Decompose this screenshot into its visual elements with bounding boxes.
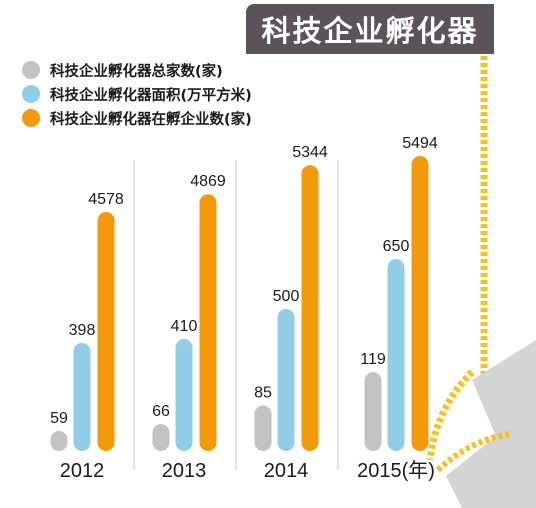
legend-item-area: 科技企业孵化器面积(万平方米): [22, 84, 252, 104]
category-label-0: 2012: [60, 460, 105, 482]
category-labels: 2012 2013 2014 2015(年): [60, 459, 435, 482]
legend-swatch-total: [22, 61, 40, 79]
value-label-total-1: 66: [152, 403, 170, 420]
accent-dotted-arc: [426, 369, 475, 461]
value-labels: 59 398 4578 66 410 4869 85 500 5344 119 650 5494: [50, 135, 438, 427]
bar-total-0: [50, 431, 68, 451]
bar-incubating-2: [301, 165, 319, 452]
value-label-incubating-2: 5344: [292, 144, 328, 161]
legend-item-total: 科技企业孵化器总家数(家): [22, 60, 252, 80]
bars: [50, 156, 429, 452]
value-label-incubating-1: 4869: [190, 173, 226, 190]
value-label-total-3: 119: [360, 351, 386, 368]
category-label-1: 2013: [162, 460, 207, 482]
value-label-total-2: 85: [254, 384, 272, 401]
decoration: [133, 56, 536, 508]
bar-total-2: [254, 405, 272, 451]
value-label-area-3: 650: [383, 238, 410, 255]
value-label-total-0: 59: [50, 410, 68, 427]
value-label-area-2: 500: [273, 288, 300, 305]
bar-total-1: [152, 424, 170, 451]
legend-item-incubating: 科技企业孵化器在孵企业数(家): [22, 108, 252, 128]
bar-area-1: [175, 339, 193, 451]
category-label-3: 2015(年): [357, 459, 435, 482]
value-label-area-1: 410: [171, 318, 198, 335]
value-label-incubating-0: 4578: [88, 191, 124, 208]
bar-total-3: [364, 372, 382, 451]
category-label-2: 2014: [264, 460, 309, 482]
bar-area-2: [277, 309, 295, 451]
legend-label-area: 科技企业孵化器面积(万平方米): [50, 87, 252, 104]
legend-label-incubating: 科技企业孵化器在孵企业数(家): [50, 111, 252, 128]
bar-area-0: [73, 343, 91, 451]
value-label-area-0: 398: [69, 322, 96, 339]
accent-dotted-arc-bottom: [435, 431, 511, 473]
legend-swatch-area: [22, 85, 40, 103]
bar-incubating-0: [97, 212, 115, 451]
chart-title: 科技企业孵化器: [246, 4, 494, 54]
legend: 科技企业孵化器总家数(家) 科技企业孵化器面积(万平方米) 科技企业孵化器在孵企…: [22, 60, 252, 132]
gray-star-shape: [446, 340, 536, 508]
legend-swatch-incubating: [22, 109, 40, 127]
bar-incubating-1: [199, 194, 217, 452]
bar-incubating-3: [411, 156, 429, 451]
legend-label-total: 科技企业孵化器总家数(家): [50, 63, 223, 80]
value-label-incubating-3: 5494: [402, 135, 438, 152]
bar-area-3: [387, 259, 405, 451]
